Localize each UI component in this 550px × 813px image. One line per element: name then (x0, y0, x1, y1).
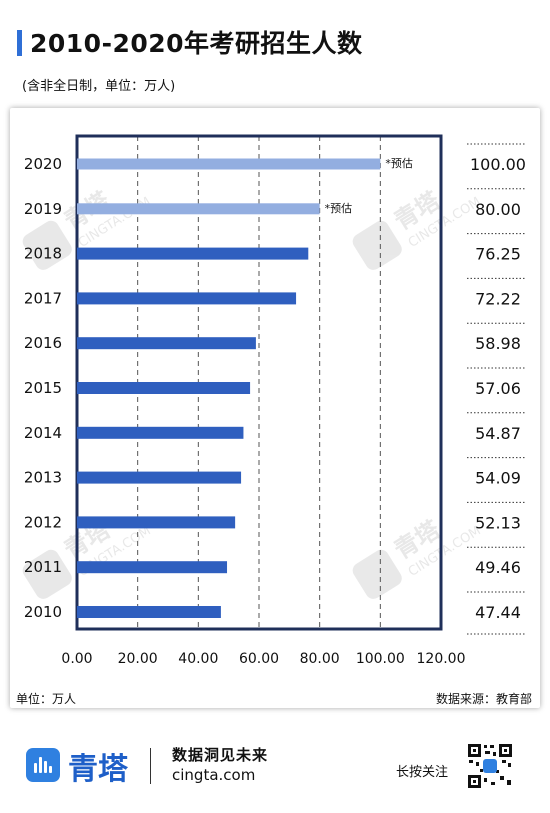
value-label: 49.46 (475, 558, 521, 577)
estimate-label: *预估 (325, 202, 353, 215)
source-note: 数据来源：教育部 (435, 692, 532, 706)
page-subtitle: (含非全日制，单位：万人) (22, 79, 176, 94)
value-label: 72.22 (475, 289, 521, 308)
x-tick-label: 40.00 (178, 651, 218, 667)
unit-note: 单位：万人 (16, 692, 77, 706)
bar (77, 561, 228, 574)
y-category-label: 2015 (24, 379, 62, 397)
value-label: 57.06 (475, 379, 521, 398)
press-hint: 长按关注 (396, 765, 449, 780)
value-label: 52.13 (475, 513, 521, 532)
y-category-label: 2019 (24, 200, 62, 218)
value-label: 54.09 (475, 469, 521, 488)
bar (77, 158, 381, 170)
bar (77, 471, 242, 484)
x-tick-label: 120.00 (417, 651, 466, 667)
bar (77, 606, 221, 618)
estimate-label: *预估 (385, 157, 413, 170)
page-title: 2010-2020年考研招生人数 (30, 29, 363, 58)
x-tick-label: 80.00 (300, 651, 340, 667)
y-category-label: 2010 (24, 603, 62, 621)
bar (77, 426, 244, 439)
bar (77, 203, 320, 215)
cingta-logo-icon (26, 748, 60, 782)
bar (77, 337, 256, 350)
bar-chart: 青塔CINGTA.COM青塔CINGTA.COM青塔CINGTA.COM青塔CI… (22, 134, 526, 667)
bar (77, 516, 236, 529)
y-category-label: 2020 (24, 155, 62, 173)
bar (77, 382, 251, 394)
chart-card: 青塔CINGTA.COM青塔CINGTA.COM青塔CINGTA.COM青塔CI… (10, 108, 540, 708)
value-label: 54.87 (475, 424, 521, 443)
title-accent-bar (17, 30, 22, 56)
y-category-label: 2017 (24, 289, 62, 307)
bar (77, 247, 309, 260)
value-label: 76.25 (475, 245, 521, 264)
y-category-label: 2016 (24, 334, 62, 352)
qr-code-icon[interactable] (466, 742, 514, 790)
bar (77, 292, 297, 305)
x-tick-label: 20.00 (118, 651, 158, 667)
footer-divider (150, 748, 151, 784)
x-tick-label: 100.00 (356, 651, 405, 667)
x-tick-label: 0.00 (61, 651, 92, 667)
footer-bar (0, 718, 550, 813)
y-category-label: 2011 (24, 558, 62, 576)
value-label: 80.00 (475, 200, 521, 219)
value-label: 47.44 (475, 603, 521, 622)
brand-name: 青塔 (68, 752, 128, 787)
y-category-label: 2012 (24, 513, 62, 531)
brand-slogan: 数据洞见未来 (172, 746, 269, 764)
value-label: 58.98 (475, 334, 521, 353)
brand-site: cingta.com (172, 766, 256, 784)
y-category-label: 2013 (24, 469, 62, 487)
x-tick-label: 60.00 (239, 651, 279, 667)
value-label: 100.00 (470, 155, 526, 174)
y-category-label: 2014 (24, 424, 62, 442)
y-category-label: 2018 (24, 245, 62, 263)
